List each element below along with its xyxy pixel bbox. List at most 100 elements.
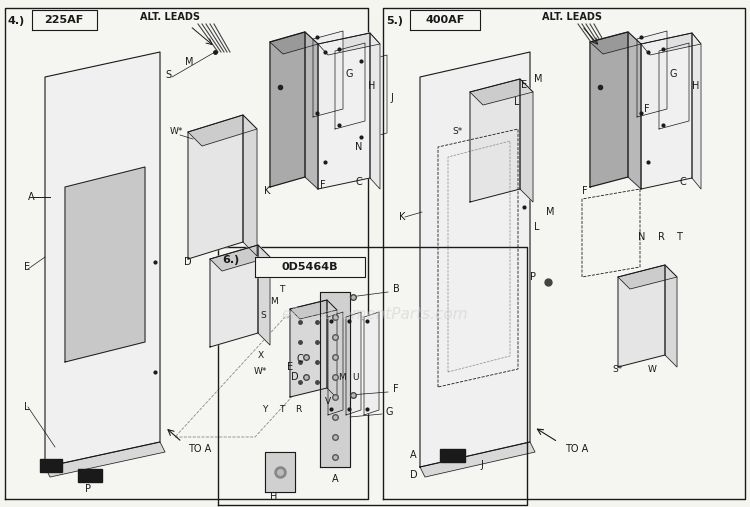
Polygon shape: [318, 33, 370, 189]
Polygon shape: [370, 33, 380, 189]
Polygon shape: [270, 32, 305, 187]
Text: M: M: [185, 57, 194, 67]
Text: TO A: TO A: [565, 444, 588, 454]
Polygon shape: [628, 32, 641, 189]
Text: N: N: [355, 142, 362, 152]
Polygon shape: [665, 265, 677, 367]
Text: L: L: [24, 402, 29, 412]
Text: 6.): 6.): [222, 255, 239, 265]
Polygon shape: [346, 312, 361, 415]
Text: U: U: [352, 373, 358, 381]
Polygon shape: [327, 300, 337, 398]
Text: M: M: [534, 74, 542, 84]
Polygon shape: [318, 33, 380, 55]
Polygon shape: [383, 8, 745, 499]
Polygon shape: [659, 43, 689, 129]
Text: C: C: [296, 354, 303, 364]
Text: ALT. LEADS: ALT. LEADS: [542, 12, 602, 22]
Polygon shape: [210, 245, 258, 347]
Text: R: R: [658, 232, 664, 242]
Text: ALT. LEADS: ALT. LEADS: [140, 12, 200, 22]
Text: F: F: [582, 186, 588, 196]
Text: W*: W*: [170, 127, 183, 136]
Polygon shape: [32, 10, 97, 30]
Polygon shape: [188, 115, 243, 259]
Polygon shape: [78, 469, 102, 482]
Text: F: F: [393, 384, 399, 394]
Text: K: K: [399, 212, 405, 222]
Text: TO A: TO A: [188, 444, 211, 454]
Polygon shape: [520, 79, 533, 202]
Text: G: G: [670, 69, 677, 79]
Polygon shape: [290, 300, 337, 319]
Text: J: J: [390, 93, 393, 103]
Text: G: G: [385, 407, 392, 417]
Text: H: H: [692, 81, 699, 91]
Polygon shape: [641, 33, 692, 189]
Polygon shape: [188, 115, 257, 146]
Polygon shape: [440, 449, 465, 462]
Polygon shape: [590, 32, 641, 54]
Text: W*: W*: [254, 367, 267, 376]
Text: P: P: [530, 272, 536, 282]
Polygon shape: [5, 8, 368, 499]
Polygon shape: [243, 115, 257, 256]
Polygon shape: [590, 32, 628, 187]
Polygon shape: [618, 265, 677, 289]
Polygon shape: [45, 442, 165, 477]
Text: H: H: [368, 81, 375, 91]
Text: F: F: [644, 104, 650, 114]
Text: 0D5464B: 0D5464B: [282, 262, 338, 272]
Text: D: D: [184, 257, 192, 267]
Text: S*: S*: [452, 127, 462, 136]
Text: Y: Y: [262, 406, 267, 415]
Text: J: J: [480, 460, 483, 470]
Text: 400AF: 400AF: [425, 15, 464, 25]
Polygon shape: [290, 300, 327, 397]
Polygon shape: [265, 452, 295, 492]
Polygon shape: [641, 33, 701, 55]
Polygon shape: [470, 79, 520, 202]
Polygon shape: [420, 442, 535, 477]
Polygon shape: [335, 43, 365, 129]
Polygon shape: [210, 245, 270, 271]
Polygon shape: [364, 312, 379, 415]
Polygon shape: [618, 265, 665, 367]
Text: V: V: [325, 396, 332, 406]
Text: eReplacementParts.com: eReplacementParts.com: [282, 308, 468, 322]
Text: M: M: [546, 207, 554, 217]
Text: A: A: [332, 474, 338, 484]
Text: X: X: [258, 350, 264, 359]
Text: H: H: [270, 492, 278, 502]
Text: A: A: [28, 192, 34, 202]
Text: A: A: [410, 450, 417, 460]
Polygon shape: [692, 33, 701, 189]
Text: E: E: [24, 262, 30, 272]
Text: S: S: [260, 310, 266, 319]
Text: E: E: [286, 362, 293, 372]
Text: S: S: [165, 70, 171, 80]
Text: C: C: [680, 177, 687, 187]
Polygon shape: [637, 31, 667, 117]
Text: B: B: [393, 284, 400, 294]
Text: L: L: [534, 222, 539, 232]
Text: S*: S*: [612, 365, 622, 374]
Text: L: L: [514, 97, 520, 107]
Text: T: T: [279, 285, 284, 295]
Text: C: C: [355, 177, 362, 187]
Text: D: D: [410, 470, 418, 480]
Polygon shape: [258, 245, 270, 345]
Polygon shape: [420, 52, 530, 467]
Text: T: T: [279, 406, 284, 415]
Polygon shape: [45, 52, 160, 467]
Polygon shape: [218, 247, 527, 505]
Text: M: M: [338, 373, 346, 381]
Polygon shape: [255, 257, 365, 277]
Polygon shape: [357, 55, 387, 141]
Text: D: D: [291, 372, 299, 382]
Text: T: T: [676, 232, 682, 242]
Text: 4.): 4.): [8, 16, 26, 26]
Text: 225AF: 225AF: [44, 15, 84, 25]
Text: N: N: [638, 232, 645, 242]
Text: P: P: [85, 484, 91, 494]
